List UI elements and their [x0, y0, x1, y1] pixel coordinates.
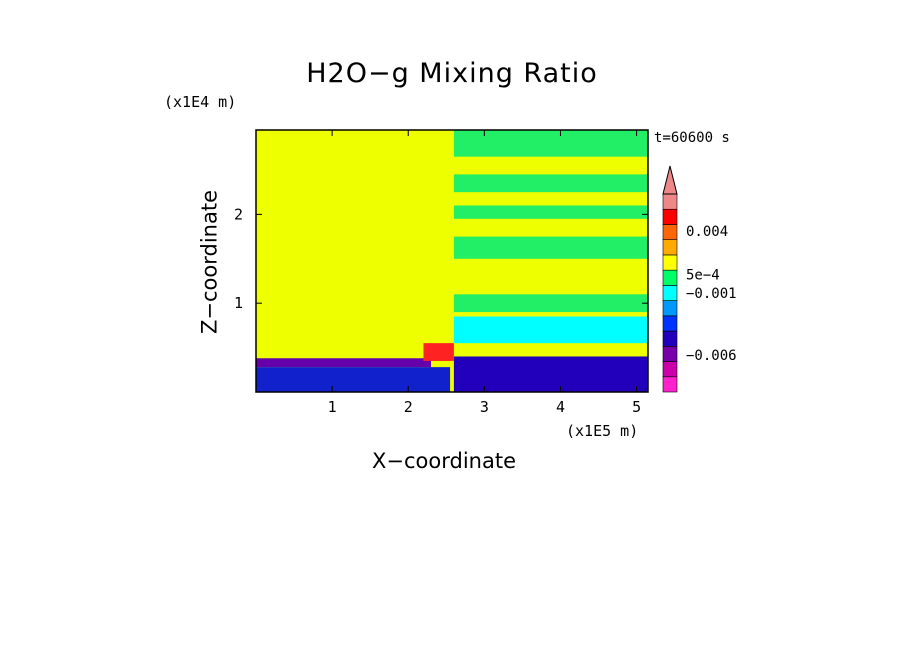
colorbar-segment — [662, 300, 678, 317]
colorbar-segment — [662, 208, 678, 225]
x-tick-label: 2 — [404, 398, 413, 416]
colorbar-segment — [662, 361, 678, 378]
field-region-left-purple-layer — [256, 358, 432, 368]
field-region-right-green-band-1 — [453, 174, 648, 193]
plot-frame — [255, 129, 649, 393]
x-tick-label: 4 — [556, 398, 565, 416]
x-axis-unit-label: (x1E5 m) — [566, 422, 639, 440]
field-region-right-lower-dark — [453, 356, 648, 392]
colorbar-segment — [662, 330, 678, 347]
colorbar-label: −0.001 — [686, 286, 737, 302]
z-tick-label: 1 — [234, 294, 243, 312]
colorbar-segment — [662, 376, 678, 393]
field-region-right-cyan-zone — [453, 316, 648, 344]
field-region-right-green-band-3 — [453, 236, 648, 259]
x-tick-label: 5 — [632, 398, 641, 416]
colorbar-label: 5e−4 — [686, 267, 720, 283]
x-axis-label: X−coordinate — [372, 449, 516, 473]
colorbar-segment — [662, 193, 678, 210]
colorbar-label: 0.004 — [686, 224, 728, 240]
x-tick-label: 1 — [328, 398, 337, 416]
colorbar-segment — [662, 254, 678, 271]
chart-title: H2O−g Mixing Ratio — [306, 58, 598, 89]
colorbar-segment — [662, 224, 678, 240]
colorbar-segment — [662, 269, 678, 286]
colorbar-segment — [662, 315, 678, 332]
colorbar-segment — [662, 239, 678, 256]
field-region-left-surface-blue — [256, 367, 451, 392]
colorbar-segment — [662, 285, 678, 301]
time-label: t=60600 s — [654, 130, 730, 146]
colorbar-label: −0.006 — [686, 348, 737, 364]
field-region-right-upper-green-top — [453, 130, 648, 157]
field-region-left-red-blob — [423, 343, 454, 361]
z-axis-unit-label: (x1E4 m) — [164, 93, 237, 111]
field-region-right-green-band-4 — [453, 294, 648, 313]
colorbar-segment — [662, 346, 678, 362]
z-tick-label: 2 — [234, 205, 243, 223]
field-region-right-green-band-2 — [453, 205, 648, 219]
x-tick-label: 3 — [480, 398, 489, 416]
colorbar-extend-arrow — [662, 165, 678, 195]
